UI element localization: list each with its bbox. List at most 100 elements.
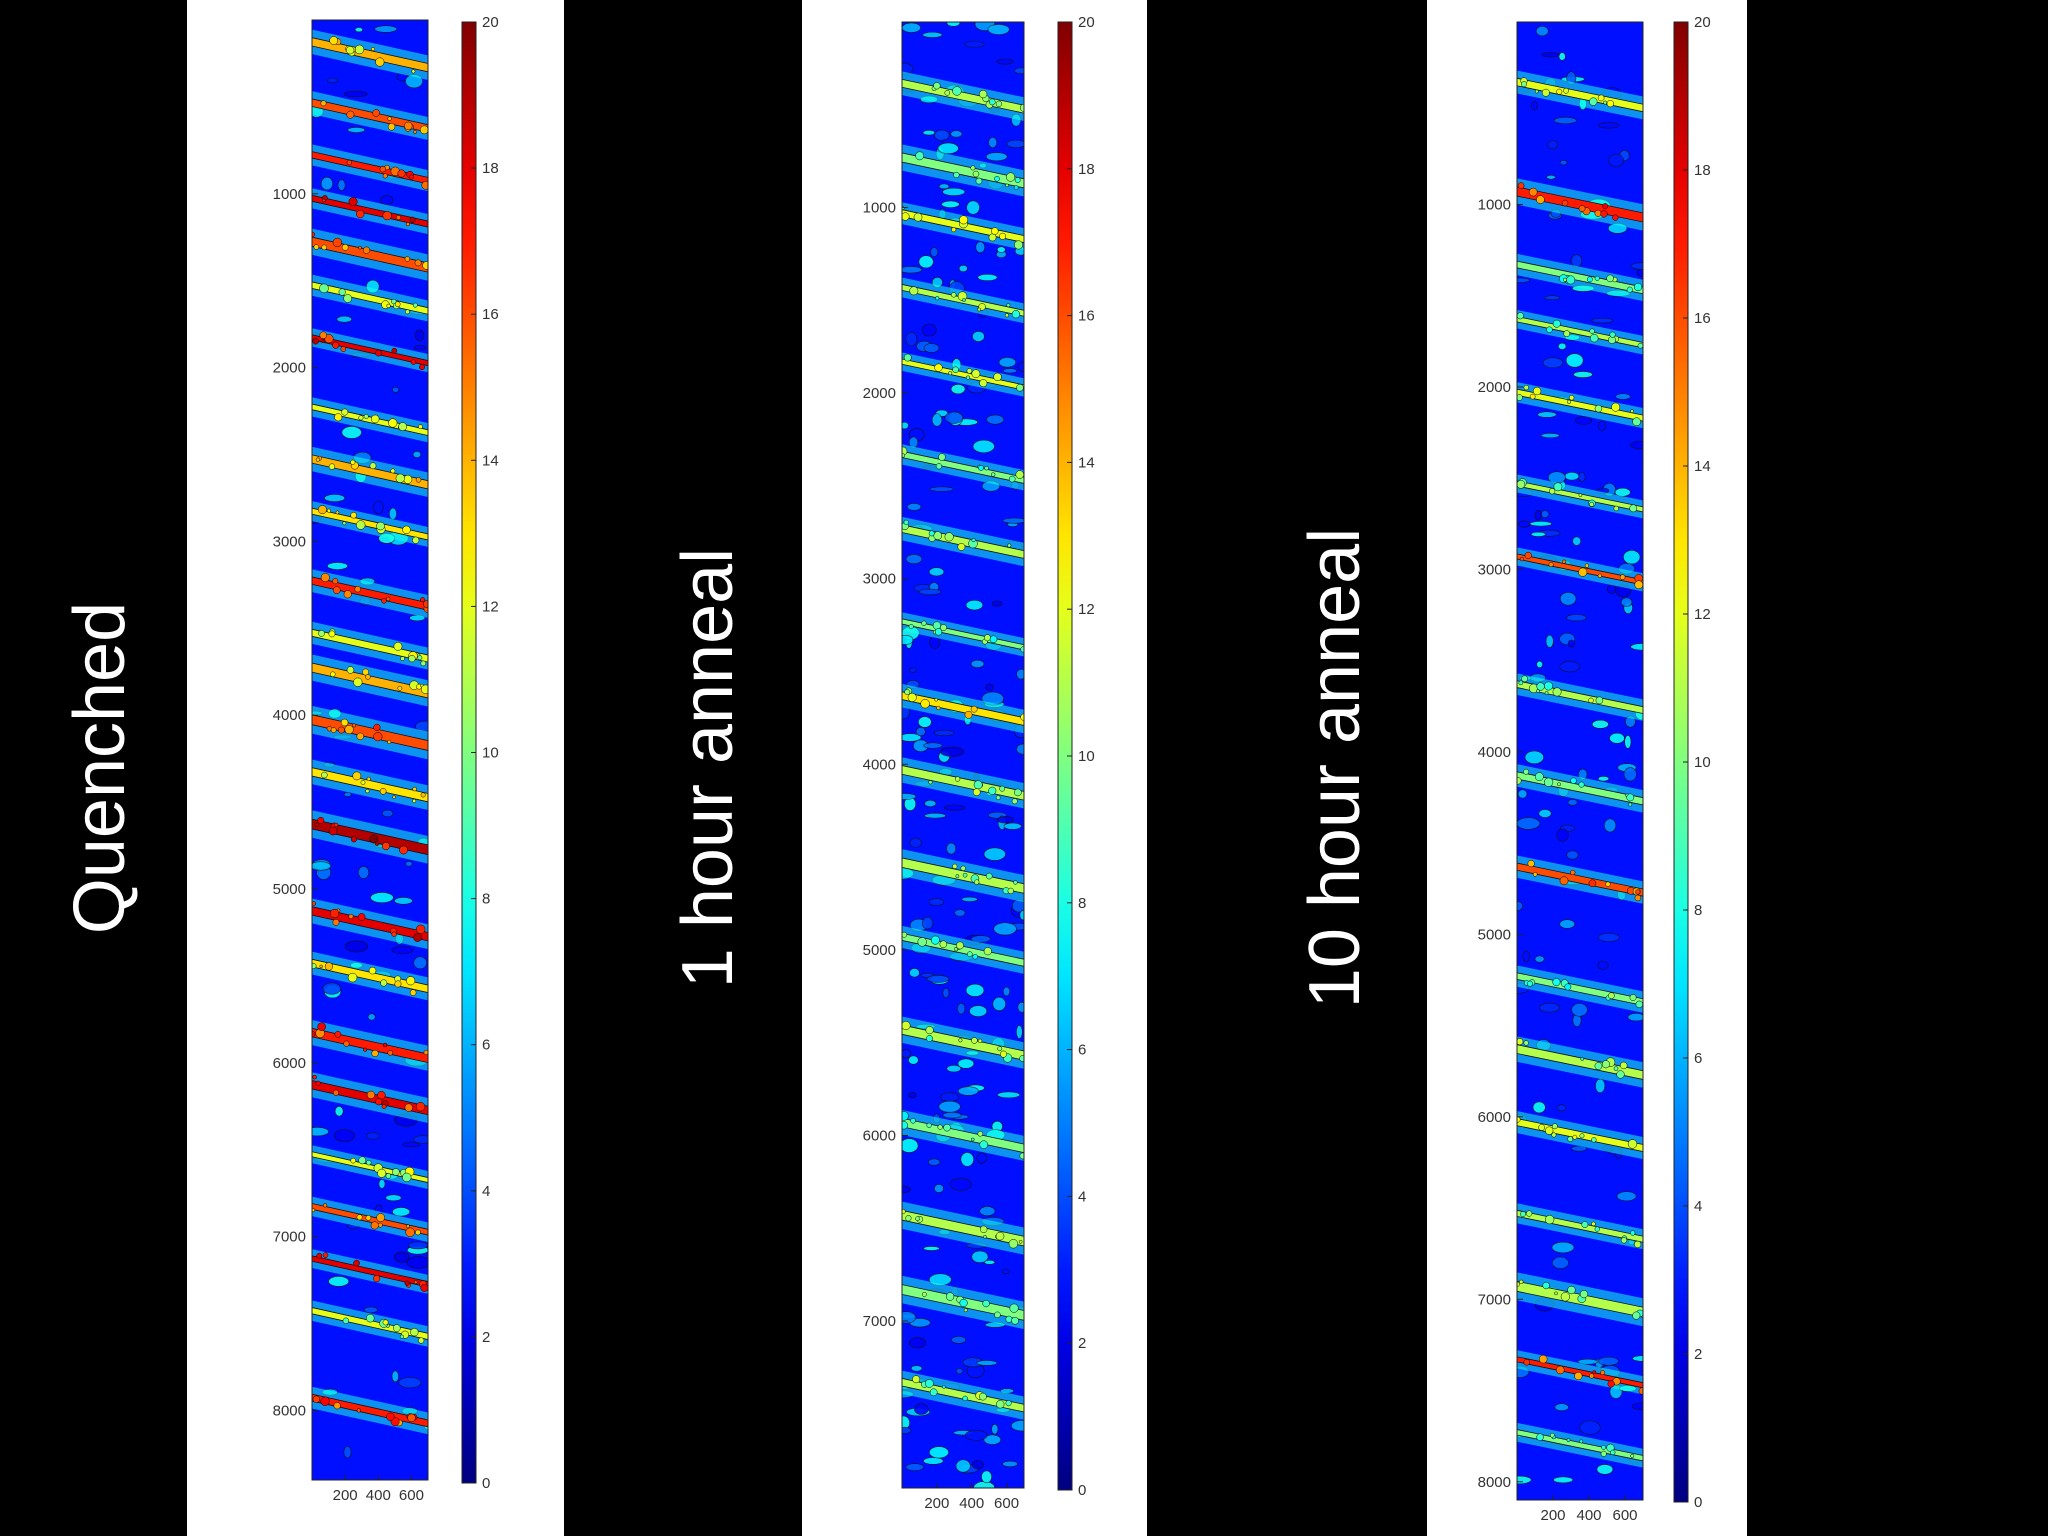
heatmap-band — [902, 1016, 1024, 1069]
y-tick-label: 8000 — [1478, 1474, 1511, 1491]
y-tick-label: 4000 — [273, 707, 306, 724]
texture-speckle — [1547, 140, 1559, 150]
heatmap-band — [312, 91, 428, 141]
heatmap-band — [312, 951, 428, 1001]
colorbar-tick-label: 16 — [482, 306, 499, 323]
heatmap-band — [312, 1020, 428, 1071]
texture-speckle — [975, 241, 986, 254]
texture-speckle — [1534, 955, 1545, 963]
texture-speckle — [406, 1256, 428, 1269]
plot-frame — [901, 21, 1025, 1489]
texture-speckle — [1598, 122, 1620, 129]
heatmap-band — [902, 444, 1024, 491]
texture-speckle — [918, 716, 932, 728]
texture-speckle — [1620, 597, 1633, 607]
texture-speckle — [328, 1276, 350, 1287]
heatmap-band — [902, 849, 1024, 903]
texture-speckle — [1577, 1358, 1598, 1365]
texture-speckle — [914, 1403, 929, 1415]
colorbar-tick-label: 8 — [1694, 902, 1702, 919]
label-column-10h: 10 hour anneal — [1245, 0, 1425, 1536]
texture-speckle — [909, 968, 920, 978]
texture-speckle — [954, 909, 966, 917]
texture-speckle — [972, 439, 995, 454]
colorbar-tick-label: 18 — [482, 160, 499, 177]
texture-speckle — [997, 1091, 1021, 1099]
colorbar-tick-label: 0 — [482, 1475, 490, 1492]
texture-speckle — [1542, 357, 1564, 369]
texture-speckle — [1553, 1476, 1574, 1484]
y-tick-label: 7000 — [863, 1313, 896, 1330]
texture-speckle — [991, 1423, 999, 1435]
texture-speckle — [1019, 910, 1024, 921]
colorbar-tick-label: 6 — [1694, 1050, 1702, 1067]
heatmap-band — [902, 202, 1024, 251]
heatmap-band — [1517, 673, 1643, 721]
texture-speckle — [385, 1194, 402, 1202]
heatmap-band — [312, 654, 428, 707]
texture-speckle — [965, 983, 985, 997]
texture-speckle — [1517, 817, 1541, 830]
y-tick-label: 6000 — [273, 1055, 306, 1072]
texture-speckle — [1551, 1256, 1569, 1269]
texture-speckle — [902, 634, 914, 645]
heatmap-band — [1517, 764, 1643, 813]
heatmap-band — [312, 1300, 428, 1347]
heatmap-band — [312, 397, 428, 443]
texture-speckle — [983, 1259, 996, 1265]
texture-speckle — [983, 1434, 1002, 1445]
heatmap-band — [312, 274, 428, 322]
texture-speckle — [1598, 1356, 1619, 1366]
texture-speckle — [1522, 950, 1530, 963]
heatmap-band — [902, 612, 1024, 657]
y-tick-label: 7000 — [1478, 1291, 1511, 1308]
texture-speckle — [1006, 139, 1024, 148]
colorbar-tick-label: 0 — [1694, 1494, 1702, 1511]
texture-speckle — [946, 22, 961, 27]
texture-speckle — [1014, 67, 1024, 74]
texture-speckle — [918, 588, 942, 596]
colorbar-tick-label: 18 — [1078, 161, 1095, 178]
y-tick-label: 3000 — [1478, 561, 1511, 578]
x-tick-label: 600 — [399, 1487, 424, 1504]
texture-speckle — [1596, 1464, 1614, 1475]
texture-speckle — [902, 793, 917, 800]
texture-speckle — [1517, 1475, 1532, 1485]
x-tick-label: 400 — [959, 1495, 984, 1512]
heatmap-band — [902, 1109, 1024, 1161]
panel-1-hour-anneal: 1000 2000 3000 4000 5000 6000 7000 200 400 600 0 2 4… — [802, 0, 1147, 1536]
texture-speckle — [957, 1002, 966, 1015]
texture-speckle — [1002, 368, 1017, 374]
y-tick-label: 2000 — [273, 360, 306, 377]
texture-speckle — [910, 1365, 923, 1372]
texture-speckle — [341, 426, 362, 439]
texture-speckle — [405, 861, 413, 867]
texture-speckle — [921, 916, 934, 930]
texture-speckle — [398, 1377, 422, 1389]
texture-speckle — [1559, 660, 1580, 673]
texture-speckle — [1541, 510, 1550, 519]
texture-speckle — [918, 255, 934, 269]
colorbar-tick-label: 10 — [482, 745, 499, 762]
heatmap-band — [902, 71, 1024, 122]
texture-speckle — [950, 384, 966, 395]
heatmap-band — [1517, 382, 1643, 429]
texture-speckle — [1530, 531, 1546, 537]
plot-frame — [1516, 21, 1644, 1501]
label-column-1h: 1 hour anneal — [618, 0, 798, 1536]
texture-speckle — [1536, 660, 1543, 669]
texture-speckle — [955, 1459, 971, 1473]
colorbar-tick-label: 0 — [1078, 1482, 1086, 1499]
heatmap-band — [1517, 253, 1643, 302]
texture-speckle — [905, 554, 923, 565]
y-tick-label: 8000 — [273, 1402, 306, 1419]
texture-speckle — [322, 982, 341, 995]
y-tick-label: 1000 — [863, 200, 896, 217]
heatmap-band — [902, 1201, 1024, 1255]
texture-speckle — [902, 1426, 912, 1434]
texture-speckle — [996, 816, 1014, 824]
texture-speckle — [1623, 767, 1637, 782]
texture-speckle — [928, 1446, 950, 1459]
colorbar-tick-label: 2 — [1694, 1346, 1702, 1363]
